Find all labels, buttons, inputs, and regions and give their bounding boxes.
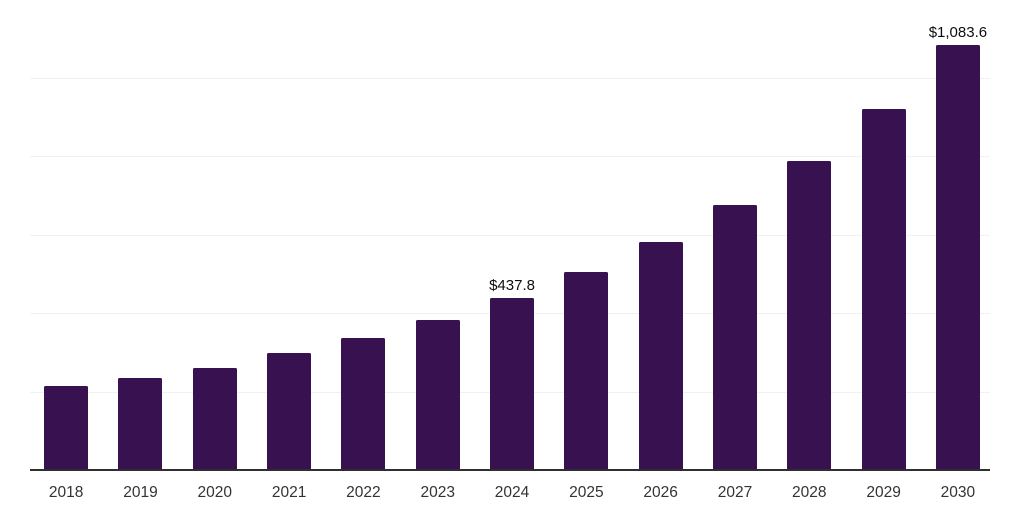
x-tick-label-2018: 2018	[48, 484, 84, 501]
bar-2029	[861, 109, 906, 470]
bar-column-2026	[624, 242, 698, 470]
x-tick-label-2029: 2029	[866, 484, 901, 501]
bar-2022	[341, 338, 386, 470]
x-axis-line	[30, 469, 990, 471]
bar-column-2030: $1,083.6	[921, 24, 995, 470]
bar-column-2021	[252, 353, 326, 470]
x-tick-label-2026: 2026	[643, 484, 678, 501]
bar-column-2022	[326, 338, 400, 470]
x-tick-label-2021: 2021	[271, 484, 307, 501]
bars-container: $437.8 $1,083.6	[29, 0, 995, 470]
bar-2026	[638, 242, 683, 470]
x-tick-label-2028: 2028	[792, 484, 827, 501]
bar-column-2027	[698, 205, 772, 470]
bar-column-2020	[178, 368, 252, 470]
bar-2028	[787, 161, 832, 470]
data-label-2030: $1,083.6	[928, 23, 988, 41]
x-tick-label-2027: 2027	[717, 484, 753, 501]
bar-column-2029	[846, 109, 920, 470]
bar-2020	[192, 368, 237, 470]
x-tick-label-2030: 2030	[940, 484, 976, 501]
bar-2023	[415, 320, 460, 470]
x-tick-label-2022: 2022	[346, 484, 381, 501]
x-axis-labels: 2018 2019 2020 2021 2022 2023 2024 2025 2026 2027…	[29, 484, 995, 502]
data-label-2024: $437.8	[489, 277, 535, 295]
bar-2025	[564, 272, 609, 470]
gridline-600	[30, 234, 990, 236]
x-tick-label-2024: 2024	[494, 484, 530, 501]
gridline-1000	[30, 77, 990, 79]
bar-column-2024: $437.8	[475, 277, 549, 470]
x-tick-label-2020: 2020	[197, 484, 233, 501]
bar-2021	[267, 353, 312, 470]
bar-2024	[490, 298, 535, 470]
bar-column-2019	[103, 378, 177, 470]
x-tick-label-2025: 2025	[569, 484, 604, 501]
bar-column-2018	[29, 386, 103, 470]
bar-2019	[118, 378, 163, 470]
bar-column-2028	[772, 161, 846, 470]
bar-column-2025	[549, 272, 623, 470]
bar-column-2023	[401, 320, 475, 470]
bar-2030	[935, 44, 980, 470]
x-tick-label-2019: 2019	[123, 484, 158, 501]
bar-2027	[712, 205, 757, 470]
x-tick-label-2023: 2023	[420, 484, 455, 501]
gridline-800	[30, 156, 990, 157]
bar-2018	[44, 386, 89, 470]
